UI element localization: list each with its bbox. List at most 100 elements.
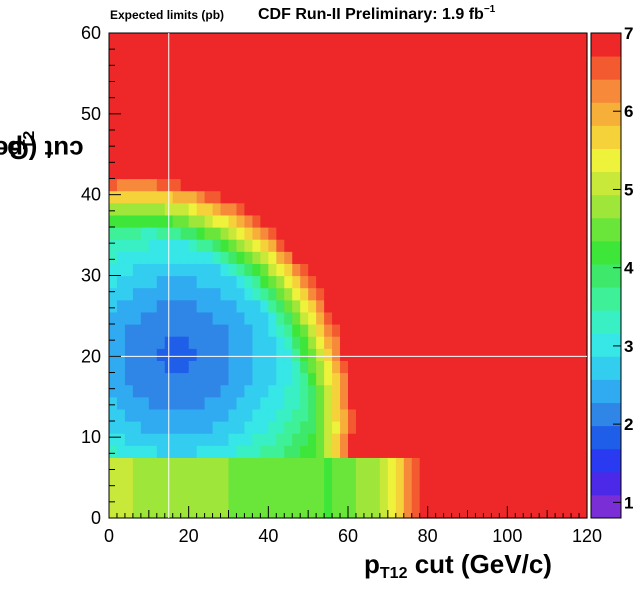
heatmap-cell <box>172 360 182 374</box>
heatmap-cell <box>379 105 389 119</box>
heatmap-cell <box>443 178 453 192</box>
heatmap-cell <box>563 45 572 58</box>
heatmap-cell <box>395 154 405 167</box>
heatmap-cell <box>363 130 373 143</box>
heatmap-cell <box>443 445 453 458</box>
heatmap-cell <box>363 421 373 434</box>
heatmap-cell <box>491 336 500 349</box>
heatmap-cell <box>435 57 445 70</box>
heatmap-cell <box>571 93 580 107</box>
heatmap-cell <box>300 57 309 70</box>
heatmap-cell <box>124 311 134 325</box>
heatmap-cell <box>124 384 134 398</box>
heatmap-cell <box>204 396 214 410</box>
heatmap-cell <box>523 324 532 337</box>
heatmap-cell <box>403 105 413 119</box>
heatmap-cell <box>387 275 397 289</box>
y-axis-label-tail: cut (GeV/c) <box>0 134 84 165</box>
heatmap-cell <box>340 348 349 361</box>
heatmap-cell <box>156 299 166 313</box>
heatmap-cell <box>180 469 190 483</box>
color-scale-swatch <box>591 448 621 473</box>
heatmap-cell <box>403 178 413 192</box>
heatmap-cell <box>531 142 540 155</box>
heatmap-cell <box>539 33 548 46</box>
heatmap-cell <box>180 481 190 495</box>
heatmap-cell <box>180 396 190 410</box>
heatmap-cell <box>109 408 118 422</box>
heatmap-cell <box>531 263 540 277</box>
heatmap-cell <box>475 469 485 483</box>
heatmap-cell <box>483 214 492 228</box>
heatmap-cell <box>268 81 277 95</box>
heatmap-cell <box>571 311 580 325</box>
heatmap-cell <box>276 69 285 83</box>
heatmap-cell <box>332 214 341 228</box>
heatmap-cell <box>355 433 365 446</box>
heatmap-cell <box>284 178 293 192</box>
heatmap-cell <box>387 33 397 46</box>
heatmap-cell <box>499 275 508 289</box>
heatmap-cell <box>539 93 548 107</box>
heatmap-cell <box>292 275 301 289</box>
heatmap-cell <box>435 505 445 519</box>
heatmap-cell <box>539 336 548 349</box>
heatmap-cell <box>196 154 206 167</box>
heatmap-cell <box>579 239 588 252</box>
heatmap-cell <box>132 93 142 107</box>
heatmap-cell <box>443 372 453 386</box>
heatmap-cell <box>451 154 461 167</box>
heatmap-cell <box>451 239 461 252</box>
heatmap-cell <box>443 421 453 434</box>
heatmap-cell <box>483 287 492 301</box>
heatmap-cell <box>411 299 421 313</box>
heatmap-cell <box>491 178 500 192</box>
heatmap-cell <box>499 263 508 277</box>
heatmap-cell <box>539 202 548 216</box>
heatmap-cell <box>355 190 365 204</box>
heatmap-cell <box>387 505 397 519</box>
heatmap-cell <box>363 505 373 519</box>
heatmap-cell <box>340 214 349 228</box>
heatmap-cell <box>109 360 118 374</box>
heatmap-cell <box>483 142 492 155</box>
heatmap-cell <box>443 457 453 471</box>
heatmap-cell <box>403 348 413 361</box>
heatmap-cell <box>563 469 572 483</box>
heatmap-cell <box>387 251 397 264</box>
heatmap-cell <box>308 324 317 337</box>
heatmap-cell <box>531 214 540 228</box>
heatmap-cell <box>109 445 118 458</box>
heatmap-cell <box>475 433 485 446</box>
heatmap-cell <box>539 384 548 398</box>
heatmap-cell <box>443 93 453 107</box>
heatmap-cell <box>379 263 389 277</box>
heatmap-cell <box>324 227 333 240</box>
heatmap-cell <box>156 130 166 143</box>
heatmap-cell <box>355 457 365 471</box>
heatmap-cell <box>180 505 190 519</box>
heatmap-cell <box>260 227 269 240</box>
heatmap-cell <box>371 105 381 119</box>
heatmap-cell <box>563 190 572 204</box>
heatmap-cell <box>363 469 373 483</box>
heatmap-cell <box>109 481 118 495</box>
heatmap-cell <box>109 69 118 83</box>
heatmap-cell <box>563 202 572 216</box>
heatmap-cell <box>547 493 556 507</box>
heatmap-cell <box>308 202 317 216</box>
heatmap-cell <box>196 45 206 58</box>
heatmap-cell <box>363 275 373 289</box>
heatmap-cell <box>116 93 126 107</box>
heatmap-cell <box>324 93 333 107</box>
heatmap-cell <box>507 154 516 167</box>
heatmap-cell <box>451 214 461 228</box>
heatmap-cell <box>507 33 516 46</box>
heatmap-cell <box>475 93 485 107</box>
heatmap-cell <box>371 130 381 143</box>
heatmap-cell <box>276 105 285 119</box>
heatmap-cell <box>148 263 158 277</box>
heatmap-cell <box>316 360 325 374</box>
heatmap-cell <box>475 105 485 119</box>
heatmap-cell <box>395 214 405 228</box>
